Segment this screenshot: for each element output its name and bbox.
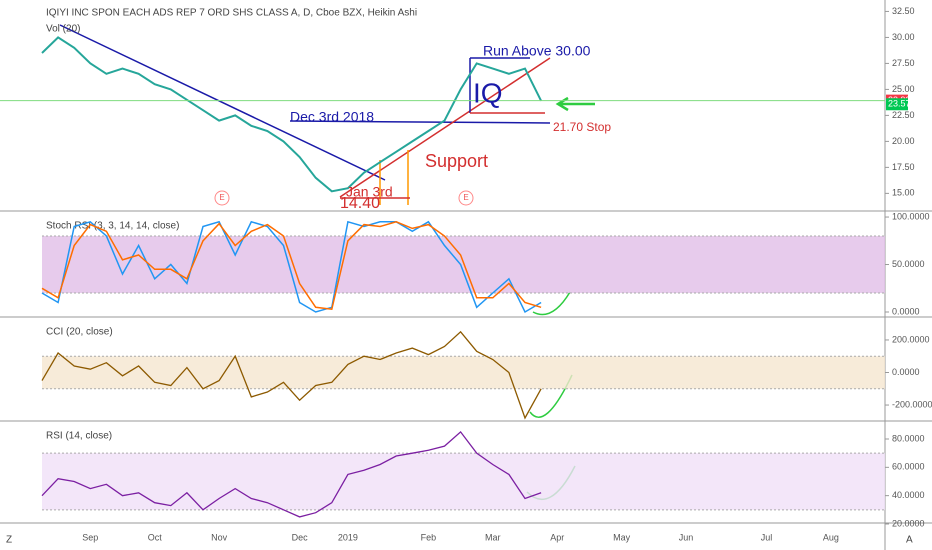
- y-tick-label: 200.0000: [892, 334, 930, 344]
- y-tick-label: 30.00: [892, 32, 915, 42]
- y-tick-label: 15.00: [892, 188, 915, 198]
- annotation: Support: [425, 151, 488, 171]
- x-tick-label: Apr: [550, 532, 564, 542]
- annotation: IQ: [473, 77, 503, 108]
- y-tick-label: 100.0000: [892, 211, 930, 221]
- price-tag-label: 23.57: [888, 99, 911, 109]
- x-tick-label: Feb: [421, 532, 437, 542]
- y-tick-label: 20.0000: [892, 518, 925, 528]
- series-line: [41, 221, 542, 311]
- volume-label: Vol (20): [46, 24, 80, 35]
- pane-title: Stoch RSI (3, 3, 14, 14, close): [46, 221, 179, 232]
- svg-text:E: E: [219, 193, 224, 202]
- y-tick-label: 80.0000: [892, 433, 925, 443]
- annotation: Run Above 30.00: [483, 43, 591, 59]
- pane-title: RSI (14, close): [46, 431, 112, 442]
- annotation: 21.70 Stop: [553, 120, 611, 134]
- x-tick-label: Sep: [82, 532, 98, 542]
- y-tick-label: 20.00: [892, 136, 915, 146]
- y-tick-label: 40.0000: [892, 490, 925, 500]
- y-tick-label: 17.50: [892, 162, 915, 172]
- chart-title: IQIYI INC SPON EACH ADS REP 7 ORD SHS CL…: [46, 8, 417, 19]
- band: [42, 453, 885, 510]
- price-tag: [886, 98, 908, 111]
- y-tick-label: -200.0000: [892, 399, 932, 409]
- x-tick-label: Jun: [679, 532, 694, 542]
- x-tick-label: Aug: [823, 532, 839, 542]
- y-tick-label: 25.00: [892, 84, 915, 94]
- corner-button[interactable]: A: [906, 535, 913, 546]
- earnings-markers: E E: [214, 190, 474, 206]
- y-tick-label: 27.50: [892, 58, 915, 68]
- series-line: [41, 430, 542, 518]
- x-tick-label: Nov: [211, 532, 228, 542]
- y-tick-label: 0.0000: [892, 367, 920, 377]
- corner-button[interactable]: Z: [6, 535, 12, 546]
- x-tick-label: Oct: [148, 532, 163, 542]
- y-tick-label: 50.0000: [892, 259, 925, 269]
- x-tick-label: 2019: [338, 532, 358, 542]
- annotation: 14.40: [340, 195, 380, 212]
- x-tick-label: Mar: [485, 532, 501, 542]
- series-line: [41, 220, 542, 314]
- pane-title: CCI (20, close): [46, 327, 113, 338]
- x-tick-label: Dec: [292, 532, 309, 542]
- x-tick-label: Jul: [761, 532, 773, 542]
- series-line: [41, 330, 542, 420]
- x-tick-label: May: [613, 532, 631, 542]
- annotation: Jan 3rd: [346, 184, 393, 200]
- y-tick-label: 32.50: [892, 6, 915, 16]
- svg-text:E: E: [463, 193, 468, 202]
- series-line: [41, 36, 542, 193]
- y-tick-label: 22.50: [892, 110, 915, 120]
- y-tick-label: 60.0000: [892, 462, 925, 472]
- band: [42, 356, 885, 389]
- y-tick-label: 0.0000: [892, 306, 920, 316]
- annotation: Dec 3rd 2018: [290, 109, 374, 125]
